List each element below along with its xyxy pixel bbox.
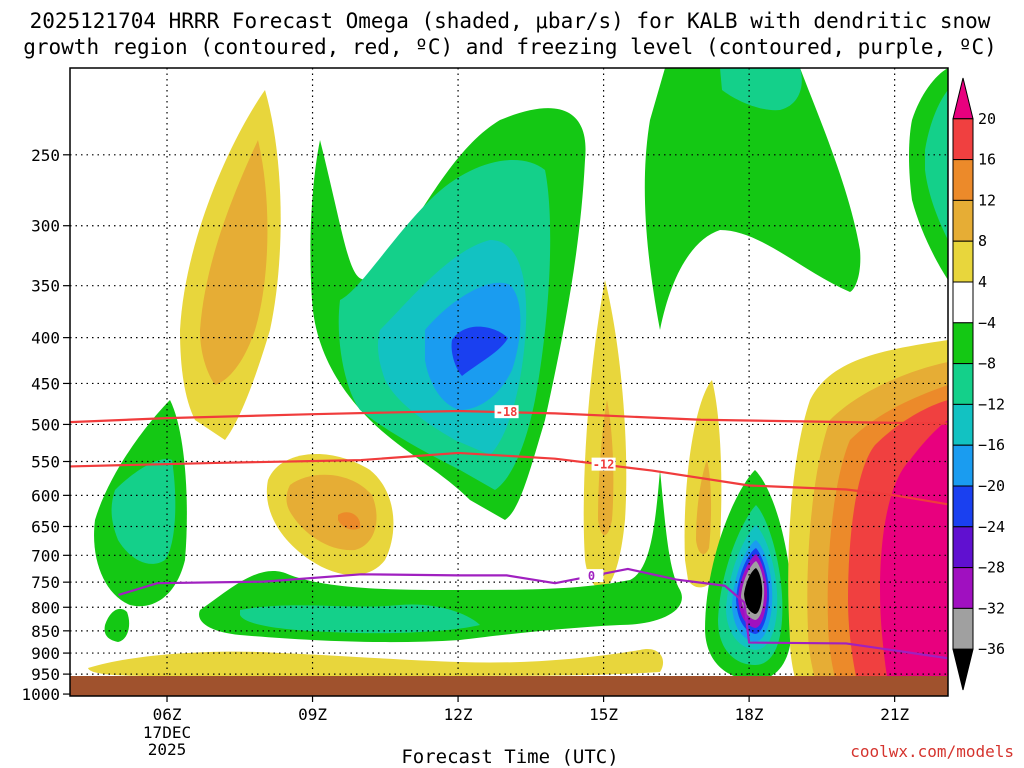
omega-region-yellow-surface: [88, 649, 664, 676]
colorbar-label-5: −4: [978, 314, 996, 332]
colorbar-swatch-8: [952, 403, 974, 446]
colorbar-swatch-4: [952, 240, 974, 283]
contour-label-freezing-level: 0: [588, 569, 595, 583]
y-tick-label-850: 850: [31, 622, 60, 641]
contour-label-bg-freezing-level: [579, 569, 604, 583]
colorbar-swatch-3: [952, 199, 974, 242]
colorbar-label-8: −16: [978, 436, 1005, 454]
colorbar-swatch-0: [952, 77, 974, 120]
colorbar-label-10: −24: [978, 518, 1005, 536]
chart-title-line-2: growth region (contoured, red, ºC) and f…: [23, 35, 997, 59]
omega-region-teal-06z: [111, 459, 176, 564]
y-tick-label-450: 450: [31, 374, 60, 393]
colorbar-swatch-10: [952, 485, 974, 528]
x-tick-label-21Z: 21Z: [880, 705, 909, 724]
omega-region-orange-core-10z: [338, 512, 361, 530]
x-tick-label-12Z: 12Z: [444, 705, 473, 724]
omega-region-orange-17z: [696, 460, 712, 555]
plot-frame: [69, 67, 949, 697]
colorbar-label-6: −8: [978, 355, 996, 373]
contour-label-bg-snow-growth-upper: [494, 405, 519, 419]
x-tick-sublabel-17DEC: 17DEC: [143, 723, 191, 742]
colorbar-label-9: −20: [978, 477, 1005, 495]
contour-lines: -18 -12 0: [70, 405, 948, 660]
colorbar-swatch-7: [952, 363, 974, 405]
y-tick-label-550: 550: [31, 453, 60, 472]
colorbar-swatch-2: [952, 159, 974, 201]
omega-region-teal-top-right: [720, 68, 802, 111]
colorbar-swatch-9: [952, 444, 974, 487]
y-tick-label-950: 950: [31, 665, 60, 684]
colorbar-label-2: 12: [978, 191, 996, 209]
y-tick-label-350: 350: [31, 277, 60, 296]
colorbar-label-13: −36: [978, 640, 1005, 658]
y-tick-label-500: 500: [31, 415, 60, 434]
colorbar-swatch-11: [952, 526, 974, 569]
y-tick-label-700: 700: [31, 546, 60, 565]
omega-region-plume-07z-core: [200, 140, 268, 385]
y-tick-label-250: 250: [31, 146, 60, 165]
omega-region-green-top-right: [644, 68, 861, 330]
chart-title-line-1: 2025121704 HRRR Forecast Omega (shaded, …: [30, 9, 991, 33]
colorbar-swatch-5: [952, 281, 974, 324]
x-tick-label-15Z: 15Z: [589, 705, 618, 724]
x-tick-label-06Z: 06Z: [153, 705, 182, 724]
y-tick-label-750: 750: [31, 573, 60, 592]
y-tick-label-300: 300: [31, 217, 60, 236]
credit-text: coolwx.com/models: [850, 742, 1014, 761]
y-axis: 250 300 350 400 450 500 550 600 650 700 750 800 850 9…: [21, 146, 70, 704]
contour-label-snow-growth-lower: -12: [593, 458, 615, 472]
x-axis-title: Forecast Time (UTC): [401, 746, 618, 768]
colorbar-label-0: 20: [978, 110, 996, 128]
gridlines: [70, 68, 948, 696]
colorbar-label-7: −12: [978, 395, 1005, 413]
colorbar: 20 16 12 8 4 −4 −8 −12 −16 −20 −24 −28 −32 −36: [952, 77, 1005, 691]
y-tick-label-1000: 1000: [21, 685, 60, 704]
y-tick-label-650: 650: [31, 517, 60, 536]
contour-label-bg-snow-growth-lower: [591, 457, 616, 471]
colorbar-swatch-6: [952, 322, 974, 365]
contour-label-snow-growth-upper: -18: [496, 405, 518, 419]
omega-region-green-small-880: [104, 608, 130, 642]
omega-region-magenta-east: [880, 420, 948, 696]
colorbar-label-1: 16: [978, 151, 996, 169]
omega-region-orange-10z: [286, 474, 377, 551]
colorbar-label-11: −28: [978, 559, 1005, 577]
y-tick-label-600: 600: [31, 486, 60, 505]
y-tick-label-400: 400: [31, 329, 60, 348]
x-tick-sublabel-2025: 2025: [148, 740, 187, 759]
colorbar-label-4: 4: [978, 273, 987, 291]
omega-region-teal-low-band: [240, 604, 480, 634]
omega-region-green-low-band: [199, 470, 682, 643]
colorbar-swatch-1: [952, 118, 974, 161]
colorbar-label-12: −32: [978, 599, 1005, 617]
colorbar-swatch-14: [952, 648, 974, 691]
ground-surface: [70, 676, 948, 696]
colorbar-label-3: 8: [978, 232, 987, 250]
y-tick-label-800: 800: [31, 598, 60, 617]
x-tick-label-18Z: 18Z: [735, 705, 764, 724]
colorbar-swatch-13: [952, 607, 974, 650]
x-tick-label-09Z: 09Z: [298, 705, 327, 724]
colorbar-swatch-12: [952, 567, 974, 609]
omega-region-blue-core-12z: [451, 326, 508, 376]
omega-region-teal-far-right: [925, 90, 948, 240]
y-tick-label-900: 900: [31, 644, 60, 663]
